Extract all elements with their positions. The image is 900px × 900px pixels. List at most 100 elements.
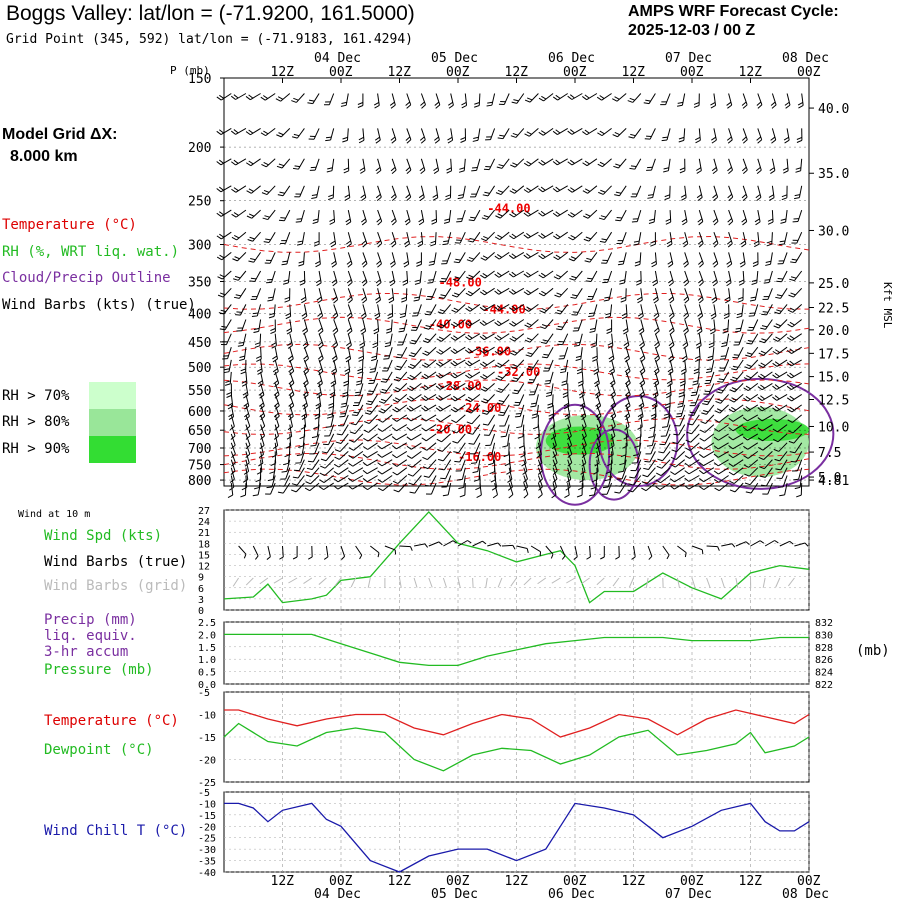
wind-barb-flag — [389, 279, 395, 284]
wind-barb-staff — [594, 319, 598, 332]
wind-barb-flag — [330, 240, 336, 245]
wind-barb-flag — [468, 219, 475, 222]
wind-barb — [581, 414, 587, 431]
wind-barb-staff — [484, 371, 495, 380]
wind-barb-staff — [390, 319, 393, 332]
wind-barb-flag — [240, 494, 246, 498]
wind-barb-staff — [399, 359, 408, 371]
wind-barb-staff — [635, 459, 642, 471]
wind-barb — [392, 394, 408, 403]
wind-barb — [795, 158, 803, 173]
height-axis-label: Kft MSL — [881, 282, 894, 329]
wind-barb-staff — [791, 359, 802, 367]
wind-barb-flag — [219, 292, 226, 296]
wind-barb — [564, 404, 571, 421]
wind-barb-flag — [231, 161, 236, 166]
wind-barb — [757, 382, 773, 391]
wind-barb — [427, 270, 437, 284]
wind-barb — [280, 467, 291, 480]
wind-barb-flag — [512, 350, 518, 354]
wind-barb-flag — [406, 104, 412, 109]
wind-barb-staff — [718, 442, 729, 450]
wind-barb-flag — [421, 396, 427, 401]
wind-barb-staff — [563, 347, 569, 359]
wind-barb-flag — [216, 130, 222, 135]
wind-barb — [610, 414, 616, 431]
wind-barb — [408, 475, 422, 486]
wind-barb — [728, 424, 744, 432]
wind-barb-flag — [658, 451, 664, 454]
wind-barb-flag — [683, 260, 688, 265]
wind-barb-staff — [318, 371, 323, 384]
wind-barb-flag — [474, 102, 480, 105]
wind-barb-flag — [258, 402, 264, 407]
wind-barb — [407, 359, 422, 369]
wind-barb-staff — [377, 128, 381, 141]
wind-barb — [585, 270, 598, 282]
wind-barb — [531, 404, 539, 419]
wind-barb-staff — [620, 209, 627, 221]
wind-barb-staff — [689, 442, 700, 451]
wind-barb-staff — [611, 394, 617, 406]
wind-barb-staff — [587, 209, 598, 219]
wind-barb — [377, 450, 393, 458]
wind-barb — [302, 319, 308, 335]
wind-barb — [655, 482, 671, 491]
wind-barb-staff — [649, 451, 656, 463]
wind-barb — [728, 459, 744, 467]
wind-barb-flag — [468, 274, 474, 278]
wind-barb — [713, 467, 729, 475]
wind-barb-flag — [760, 350, 767, 354]
wind-barb — [378, 404, 393, 414]
wind-barb — [343, 371, 350, 387]
wind-barb-staff — [318, 304, 324, 317]
wind-barb — [421, 424, 437, 432]
wind-barb-flag — [783, 170, 789, 174]
wind-barb-staff — [266, 185, 276, 195]
wind-barb-staff — [674, 475, 685, 483]
wind-barb — [639, 383, 645, 399]
wind-barb-flag — [593, 371, 599, 375]
wind-barb-staff — [473, 433, 481, 445]
wind-barb-staff — [245, 404, 250, 417]
grid-wind-barb-staff — [645, 577, 649, 588]
wind-barb-flag — [479, 291, 485, 296]
wind-barb-flag — [291, 489, 297, 493]
wind-barb-flag — [231, 462, 236, 467]
wind-barb — [538, 287, 554, 297]
wind-barb-flag — [544, 367, 550, 369]
grid-wind-barb-staff — [691, 577, 696, 588]
wind-barb-staff — [260, 459, 263, 472]
wind-barb-flag — [376, 169, 382, 175]
wind-barb — [392, 459, 408, 467]
wind-barb-flag — [450, 374, 456, 379]
wind-barb-staff — [651, 158, 656, 171]
wind-barb-flag — [317, 355, 323, 360]
wind-barb — [375, 288, 381, 304]
wind-barb-flag — [727, 218, 733, 223]
wind-barb-flag — [468, 443, 474, 445]
temperature-tick-label: -5 — [198, 688, 210, 699]
wind-barb-flag — [482, 386, 489, 390]
wind-barb-staff — [272, 288, 276, 301]
wind-barb — [436, 414, 451, 423]
wind-barb-flag — [391, 169, 397, 175]
wind-barb-staff — [559, 287, 569, 298]
wind-barb — [281, 252, 291, 266]
wind-barb-staff — [516, 93, 525, 104]
wind-barb-flag — [391, 427, 397, 432]
wind-barb-flag — [376, 196, 382, 202]
wind-barb-flag — [317, 368, 323, 373]
wind-barb-staff — [639, 252, 642, 265]
wind-barb-flag — [670, 463, 676, 468]
wind-barb-flag — [445, 194, 451, 198]
wind-barb-flag — [662, 136, 668, 139]
wind-barb-flag — [509, 322, 515, 327]
wind-barb-flag — [557, 343, 563, 346]
wind-barb-staff — [516, 371, 525, 382]
wind-barb — [582, 158, 598, 167]
wind-barb-flag — [240, 371, 246, 375]
wind-barb-flag — [265, 238, 271, 241]
wind-barb-flag — [320, 465, 326, 469]
wind-barb-flag — [414, 296, 420, 299]
